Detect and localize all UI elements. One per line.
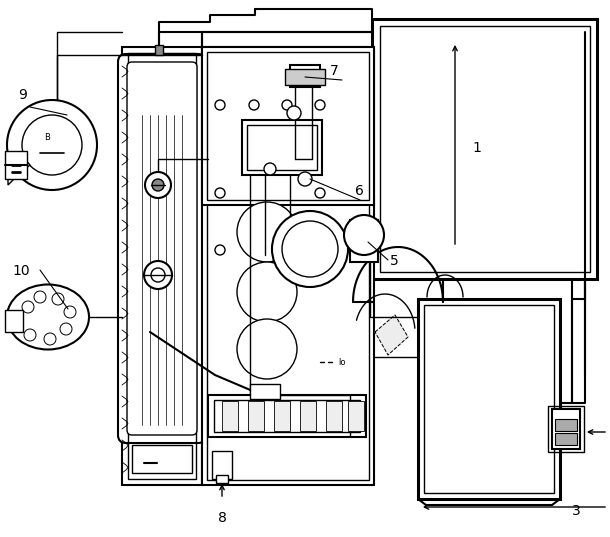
Circle shape: [344, 215, 384, 255]
Bar: [350, 221, 370, 259]
Text: 1: 1: [472, 141, 481, 155]
Bar: [555, 419, 577, 431]
Circle shape: [249, 100, 259, 110]
Bar: [424, 305, 554, 493]
Bar: [202, 47, 374, 485]
Bar: [355, 223, 365, 257]
Bar: [207, 52, 369, 480]
Text: 8: 8: [218, 511, 227, 525]
Circle shape: [60, 323, 72, 335]
Circle shape: [282, 221, 338, 277]
FancyBboxPatch shape: [127, 62, 197, 435]
Text: 5: 5: [390, 254, 399, 268]
Circle shape: [152, 179, 164, 191]
Circle shape: [315, 188, 325, 198]
Bar: [372, 19, 597, 279]
Bar: [548, 406, 584, 452]
Circle shape: [237, 202, 297, 262]
Bar: [248, 401, 264, 431]
Circle shape: [22, 301, 34, 313]
Text: lo: lo: [338, 358, 345, 367]
Bar: [552, 409, 580, 449]
Polygon shape: [8, 157, 30, 185]
Bar: [155, 45, 163, 55]
Bar: [214, 400, 360, 432]
Bar: [418, 299, 560, 499]
Circle shape: [7, 100, 97, 190]
Bar: [242, 120, 322, 175]
Bar: [350, 220, 378, 262]
Circle shape: [144, 261, 172, 289]
Bar: [348, 401, 364, 431]
Circle shape: [22, 115, 82, 175]
Polygon shape: [375, 315, 408, 355]
Circle shape: [287, 106, 301, 120]
Circle shape: [315, 245, 325, 255]
Bar: [216, 475, 228, 483]
Bar: [202, 47, 374, 205]
Text: 6: 6: [355, 184, 364, 198]
Bar: [555, 433, 577, 445]
Circle shape: [215, 245, 225, 255]
Ellipse shape: [7, 285, 89, 350]
Circle shape: [145, 172, 171, 198]
Bar: [326, 401, 342, 431]
Circle shape: [64, 306, 76, 318]
Bar: [122, 47, 202, 485]
Circle shape: [237, 319, 297, 379]
Bar: [380, 26, 590, 272]
Text: 9: 9: [18, 88, 27, 102]
Bar: [132, 445, 192, 473]
Text: 7: 7: [330, 64, 339, 78]
Circle shape: [298, 172, 312, 186]
Circle shape: [264, 163, 276, 175]
Bar: [290, 65, 320, 87]
Circle shape: [52, 293, 64, 305]
Circle shape: [237, 262, 297, 322]
Text: B: B: [44, 133, 50, 142]
Bar: [208, 395, 366, 437]
Circle shape: [44, 333, 56, 345]
FancyBboxPatch shape: [118, 54, 206, 443]
Bar: [250, 384, 280, 399]
Bar: [274, 401, 290, 431]
Bar: [285, 69, 325, 85]
Bar: [207, 52, 369, 200]
Bar: [128, 53, 196, 479]
Text: 3: 3: [572, 504, 581, 518]
Bar: [300, 401, 316, 431]
Circle shape: [34, 291, 46, 303]
Circle shape: [315, 100, 325, 110]
Circle shape: [24, 329, 36, 341]
Bar: [247, 125, 317, 170]
Circle shape: [215, 188, 225, 198]
Text: 10: 10: [12, 264, 30, 278]
Circle shape: [272, 211, 348, 287]
Circle shape: [282, 100, 292, 110]
Bar: [222, 401, 238, 431]
Bar: [5, 310, 23, 332]
Bar: [212, 451, 232, 479]
Circle shape: [215, 100, 225, 110]
Bar: [5, 151, 27, 179]
